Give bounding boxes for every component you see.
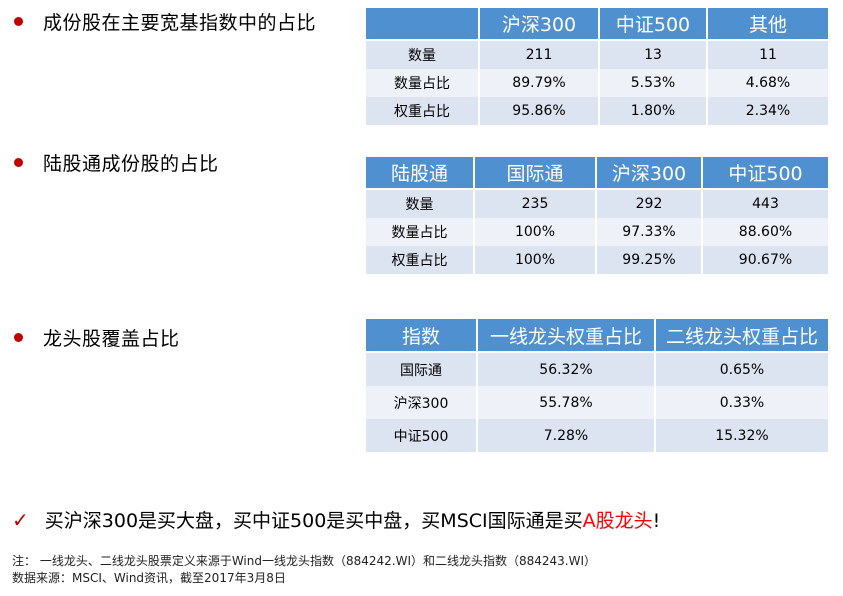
table-cell: 权重占比: [366, 246, 473, 274]
table-cell: 15.32%: [656, 419, 828, 452]
table-cell: 97.33%: [597, 218, 701, 246]
section2-heading: 陆股通成份股的占比: [14, 149, 219, 176]
conclusion-text-after: !: [652, 510, 661, 532]
checkmark-icon: ✓: [12, 507, 29, 532]
table-cell: 99.25%: [597, 246, 701, 274]
table-header-cell: 中证500: [600, 8, 706, 41]
table-row: 国际通 56.32% 0.65%: [366, 353, 828, 386]
table-cell: 292: [597, 190, 701, 218]
conclusion-highlight: A股龙头: [582, 510, 653, 532]
footnotes: 注： 一线龙头、二线龙头股票定义来源于Wind一线龙头指数（884242.WI）…: [12, 553, 596, 587]
table-header-cell: [366, 8, 478, 41]
table-cell: 7.28%: [478, 419, 654, 452]
table-row: 权重占比 100% 99.25% 90.67%: [366, 246, 828, 274]
table-cell: 数量占比: [366, 218, 473, 246]
section2-title: 陆股通成份股的占比: [43, 153, 219, 175]
table-header-cell: 沪深300: [480, 8, 598, 41]
table-row: 数量 235 292 443: [366, 190, 828, 218]
section3-heading: 龙头股覆盖占比: [14, 324, 180, 351]
table-row: 权重占比 95.86% 1.80% 2.34%: [366, 97, 828, 125]
table-header-row: 指数 一线龙头权重占比 二线龙头权重占比: [366, 319, 828, 353]
table-cell: 88.60%: [703, 218, 828, 246]
table-header-cell: 指数: [366, 319, 476, 353]
table-row: 中证500 7.28% 15.32%: [366, 419, 828, 452]
table-cell: 0.33%: [656, 386, 828, 419]
table-header-row: 沪深300 中证500 其他: [366, 8, 828, 41]
bullet-dot: [14, 17, 23, 26]
table-cell: 中证500: [366, 419, 476, 452]
table-cell: 0.65%: [656, 353, 828, 386]
table-cell: 13: [600, 41, 706, 69]
conclusion-text: 买沪深300是买大盘，买中证500是买中盘，买MSCI国际通是买A股龙头!: [45, 506, 660, 533]
section1-heading: 成份股在主要宽基指数中的占比: [14, 8, 316, 35]
table-cell: 11: [708, 41, 828, 69]
table-header-cell: 二线龙头权重占比: [656, 319, 828, 353]
table-cell: 235: [475, 190, 595, 218]
table-cell: 4.68%: [708, 69, 828, 97]
stock-connect-table: 陆股通 国际通 沪深300 中证500 数量 235 292 443 数量占比 …: [364, 157, 830, 274]
footnote-definition: 注： 一线龙头、二线龙头股票定义来源于Wind一线龙头指数（884242.WI）…: [12, 554, 597, 568]
table-cell: 数量: [366, 41, 478, 69]
bullet-dot: [14, 333, 23, 342]
section3-title: 龙头股覆盖占比: [43, 328, 180, 350]
conclusion-text-before: 买沪深300是买大盘，买中证500是买中盘，买MSCI国际通是买: [44, 510, 583, 532]
leader-coverage-table: 指数 一线龙头权重占比 二线龙头权重占比 国际通 56.32% 0.65% 沪深…: [364, 319, 830, 452]
table-cell: 100%: [475, 218, 595, 246]
table-row: 数量占比 100% 97.33% 88.60%: [366, 218, 828, 246]
table-cell: 95.86%: [480, 97, 598, 125]
conclusion-line: ✓ 买沪深300是买大盘，买中证500是买中盘，买MSCI国际通是买A股龙头!: [12, 506, 660, 533]
table-header-cell: 其他: [708, 8, 828, 41]
table-cell: 90.67%: [703, 246, 828, 274]
constituent-share-table: 沪深300 中证500 其他 数量 211 13 11 数量占比 89.79% …: [364, 8, 830, 125]
section1-title: 成份股在主要宽基指数中的占比: [43, 12, 317, 34]
table-header-cell: 一线龙头权重占比: [478, 319, 654, 353]
table-cell: 5.53%: [600, 69, 706, 97]
table-row: 沪深300 55.78% 0.33%: [366, 386, 828, 419]
table-cell: 数量: [366, 190, 473, 218]
table-cell: 数量占比: [366, 69, 478, 97]
table-cell: 55.78%: [478, 386, 654, 419]
table-header-cell: 国际通: [475, 157, 595, 190]
table-cell: 100%: [475, 246, 595, 274]
table-header-cell: 沪深300: [597, 157, 701, 190]
table-cell: 权重占比: [366, 97, 478, 125]
bullet-dot: [14, 158, 23, 167]
table-row: 数量 211 13 11: [366, 41, 828, 69]
footnote-source: 数据来源：MSCI、Wind资讯，截至2017年3月8日: [12, 571, 286, 585]
table-cell: 国际通: [366, 353, 476, 386]
table-cell: 89.79%: [480, 69, 598, 97]
table-header-cell: 陆股通: [366, 157, 473, 190]
table-cell: 2.34%: [708, 97, 828, 125]
table-cell: 1.80%: [600, 97, 706, 125]
table-row: 数量占比 89.79% 5.53% 4.68%: [366, 69, 828, 97]
table-header-row: 陆股通 国际通 沪深300 中证500: [366, 157, 828, 190]
table-cell: 沪深300: [366, 386, 476, 419]
table-header-cell: 中证500: [703, 157, 828, 190]
table-cell: 56.32%: [478, 353, 654, 386]
table-cell: 211: [480, 41, 598, 69]
table-cell: 443: [703, 190, 828, 218]
